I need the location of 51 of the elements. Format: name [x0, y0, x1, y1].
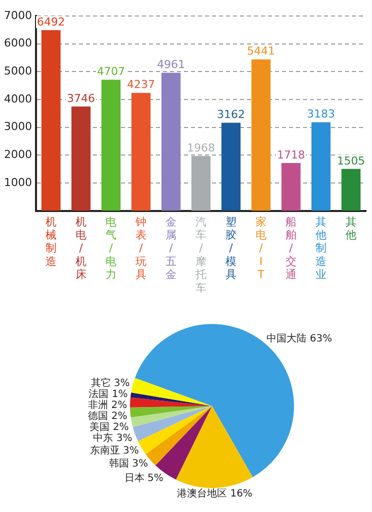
data-label: 1718: [277, 148, 305, 162]
bar: [41, 30, 61, 211]
data-label: 6492: [36, 15, 65, 28]
data-label: 4237: [126, 78, 155, 92]
data-label: 4707: [96, 65, 125, 78]
y-tick-label: 2000: [4, 148, 32, 161]
slice-label: 中国大陆 63%: [266, 332, 332, 344]
slice-label: 日本 5%: [124, 472, 164, 484]
x-tick-label: 机电/机床: [75, 215, 86, 282]
bar: [101, 80, 121, 211]
data-label: 3746: [66, 92, 95, 105]
bar: [191, 156, 211, 211]
slice-label: 韩国 3%: [108, 458, 148, 470]
bar: [341, 168, 361, 211]
slice-label: 东南亚 3%: [90, 444, 139, 456]
y-tick-label: 7000: [4, 8, 32, 22]
slice-label: 法国 1%: [88, 388, 128, 400]
slice-label: 德国 2%: [88, 411, 128, 422]
x-tick-label: 汽车/摩托车: [194, 215, 206, 294]
x-tick-label: 塑胶/模具: [226, 215, 236, 282]
x-tick-label: 其他制造业: [316, 215, 326, 282]
data-label: 5441: [247, 44, 275, 58]
y-tick-label: 4000: [4, 92, 32, 106]
slice-label: 美国 2%: [90, 421, 129, 434]
x-tick-label: 其他: [346, 215, 356, 242]
x-tick-label: 机械制造: [45, 215, 56, 268]
bar: [281, 162, 301, 211]
y-tick-label: 3000: [4, 120, 32, 134]
bar: [221, 122, 241, 211]
bar: [71, 106, 91, 211]
data-label: 3162: [217, 108, 245, 122]
bar: [131, 92, 151, 211]
slice-label: 其它 3%: [90, 377, 130, 390]
slice-label: 中东 3%: [93, 432, 132, 444]
x-tick-label: 家电/IT: [256, 215, 266, 282]
bar: [311, 122, 331, 211]
data-label: 3183: [307, 108, 335, 121]
slice-label: 非洲 2%: [88, 399, 128, 412]
bar: [251, 59, 271, 211]
y-tick-label: 1000: [4, 176, 32, 189]
x-tick-label: 钟表/玩具: [134, 215, 146, 282]
bar: [161, 72, 181, 211]
x-tick-label: 船舶/交通: [286, 215, 296, 282]
data-label: 4961: [156, 58, 185, 72]
y-tick-label: 5000: [4, 64, 32, 78]
data-label: 1968: [186, 141, 215, 154]
y-tick-label: 6000: [4, 36, 32, 50]
x-tick-label: 电气/电力: [105, 215, 116, 282]
x-tick-label: 金属/五金: [165, 215, 176, 282]
data-label: 1505: [337, 154, 365, 168]
slice-label: 港澳台地区 16%: [177, 488, 252, 500]
